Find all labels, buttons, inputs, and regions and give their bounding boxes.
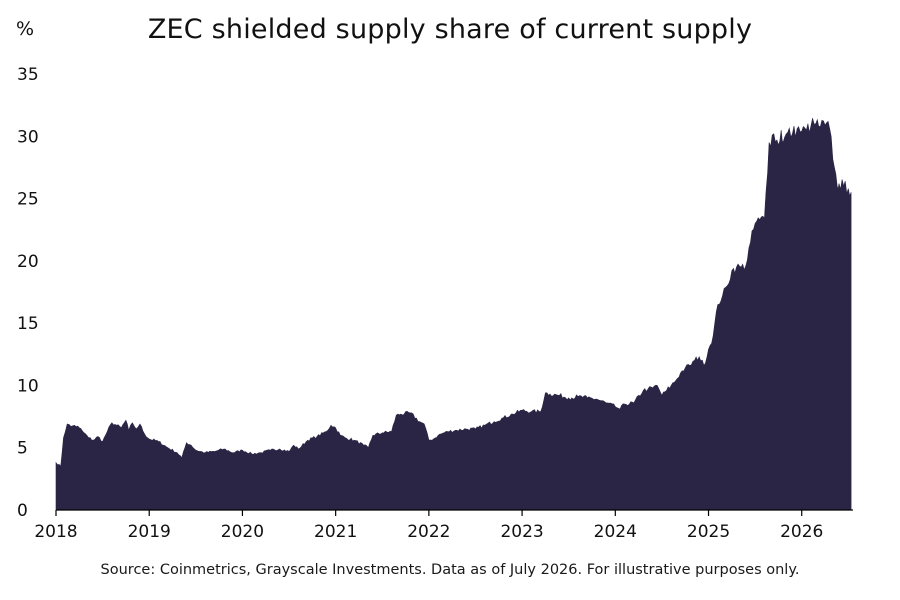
y-tick-label: 35 [17, 65, 39, 85]
y-axis-unit-label: % [16, 18, 35, 40]
x-tick-label: 2022 [407, 522, 450, 542]
y-tick-label: 30 [17, 127, 39, 147]
x-tick-label: 2020 [221, 522, 264, 542]
x-tick-label: 2026 [780, 522, 823, 542]
x-tick-label: 2018 [34, 522, 77, 542]
source-note: Source: Coinmetrics, Grayscale Investmen… [100, 562, 800, 578]
y-tick-label: 5 [17, 439, 28, 459]
x-axis: 2018 2019 2020 2021 2022 2023 2024 2025 2026 [34, 509, 853, 542]
shielded-share-area [55, 118, 852, 511]
x-tick-label: 2019 [128, 522, 171, 542]
x-tick-label: 2024 [594, 522, 637, 542]
chart-title: ZEC shielded supply share of current sup… [147, 14, 753, 45]
x-tick-label: 2021 [314, 522, 357, 542]
y-tick-label: 15 [17, 314, 39, 334]
y-tick-label: 10 [17, 376, 39, 396]
y-tick-label: 20 [17, 252, 39, 272]
x-tick-label: 2025 [687, 522, 730, 542]
y-tick-label: 0 [17, 501, 28, 521]
plot-area [55, 118, 852, 511]
y-axis: 0 5 10 15 20 25 30 35 [17, 65, 39, 521]
x-tick-label: 2023 [500, 522, 543, 542]
y-tick-label: 25 [17, 190, 39, 210]
